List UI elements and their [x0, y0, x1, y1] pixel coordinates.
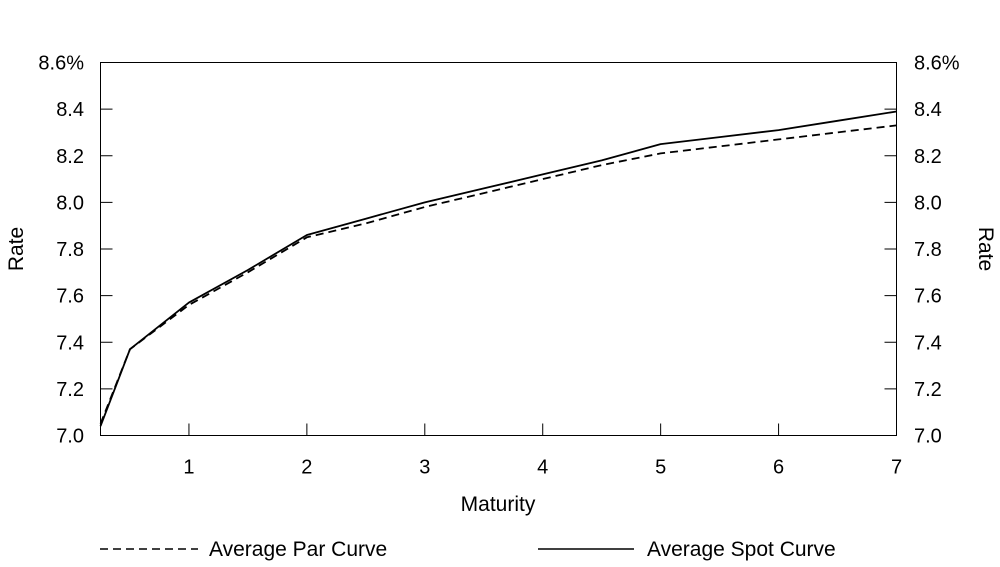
axis-ticks — [100, 62, 897, 436]
x-tick-label: 6 — [773, 457, 784, 479]
x-axis-title: Maturity — [461, 493, 536, 516]
y-tick-label-right: 7.8 — [914, 239, 942, 261]
y-tick-labels-left: 7.0 7.2 7.4 7.6 7.8 8.0 8.2 8.4 8.6% — [38, 53, 84, 448]
x-tick-label: 4 — [537, 457, 548, 479]
y-tick-label-left: 7.8 — [56, 239, 84, 261]
y-tick-label-left: 7.4 — [56, 332, 84, 354]
y-tick-label-right: 8.6% — [914, 53, 960, 75]
legend-item-par: Average Par Curve — [100, 538, 387, 561]
series-layer — [99, 110, 897, 427]
y-tick-label-right: 8.2 — [914, 146, 942, 168]
y-tick-label-left: 8.0 — [56, 192, 84, 214]
legend-label-spot: Average Spot Curve — [647, 538, 836, 561]
x-tick-label: 2 — [301, 457, 312, 479]
y-axis-title-left: Rate — [5, 227, 28, 271]
y-tick-label-left: 8.6% — [38, 53, 84, 75]
x-tick-label: 1 — [183, 457, 194, 479]
y-tick-label-right: 7.0 — [914, 426, 942, 448]
y-tick-label-left: 7.2 — [56, 379, 84, 401]
y-tick-label-left: 8.2 — [56, 146, 84, 168]
legend: Average Par Curve Average Spot Curve — [100, 538, 836, 561]
y-tick-label-right: 8.0 — [914, 192, 942, 214]
y-tick-label-right: 7.6 — [914, 286, 942, 308]
y-tick-label-right: 8.4 — [914, 99, 942, 121]
series-line-spot — [99, 110, 897, 427]
y-tick-label-right: 7.4 — [914, 332, 942, 354]
x-tick-labels: 1 2 3 4 5 6 7 — [183, 457, 902, 479]
y-tick-label-left: 7.6 — [56, 286, 84, 308]
x-tick-label: 7 — [891, 457, 902, 479]
y-tick-labels-right: 7.0 7.2 7.4 7.6 7.8 8.0 8.2 8.4 8.6% — [914, 53, 960, 448]
series-line-par — [99, 124, 897, 425]
x-tick-label: 5 — [655, 457, 666, 479]
legend-item-spot: Average Spot Curve — [538, 538, 836, 561]
y-axis-title-right: Rate — [974, 227, 997, 271]
y-tick-label-left: 8.4 — [56, 99, 84, 121]
y-tick-label-right: 7.2 — [914, 379, 942, 401]
plot-frame — [100, 62, 897, 436]
legend-label-par: Average Par Curve — [209, 538, 387, 561]
x-tick-label: 3 — [419, 457, 430, 479]
y-tick-label-left: 7.0 — [56, 426, 84, 448]
